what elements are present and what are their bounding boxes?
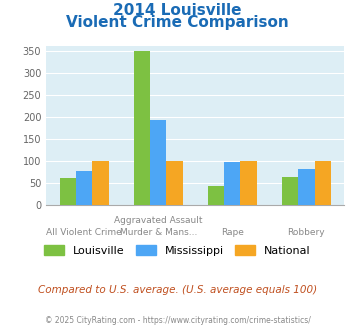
Text: Robbery: Robbery (288, 228, 325, 237)
Bar (282, 177, 298, 205)
Text: Violent Crime Comparison: Violent Crime Comparison (66, 15, 289, 30)
Bar (240, 161, 257, 205)
Bar (298, 169, 315, 205)
Bar (60, 178, 76, 205)
Text: © 2025 CityRating.com - https://www.cityrating.com/crime-statistics/: © 2025 CityRating.com - https://www.city… (45, 316, 310, 325)
Text: Rape: Rape (221, 228, 244, 237)
Text: Aggravated Assault: Aggravated Assault (114, 216, 202, 225)
Bar (76, 171, 92, 205)
Bar (150, 120, 166, 205)
Text: 2014 Louisville: 2014 Louisville (113, 3, 242, 18)
Text: Murder & Mans...: Murder & Mans... (120, 228, 197, 237)
Bar (315, 161, 331, 205)
Text: Compared to U.S. average. (U.S. average equals 100): Compared to U.S. average. (U.S. average … (38, 285, 317, 295)
Bar (92, 161, 109, 205)
Legend: Louisville, Mississippi, National: Louisville, Mississippi, National (40, 241, 315, 260)
Bar (208, 186, 224, 205)
Bar (134, 51, 150, 205)
Text: All Violent Crime: All Violent Crime (46, 228, 122, 237)
Bar (224, 162, 240, 205)
Bar (166, 161, 183, 205)
